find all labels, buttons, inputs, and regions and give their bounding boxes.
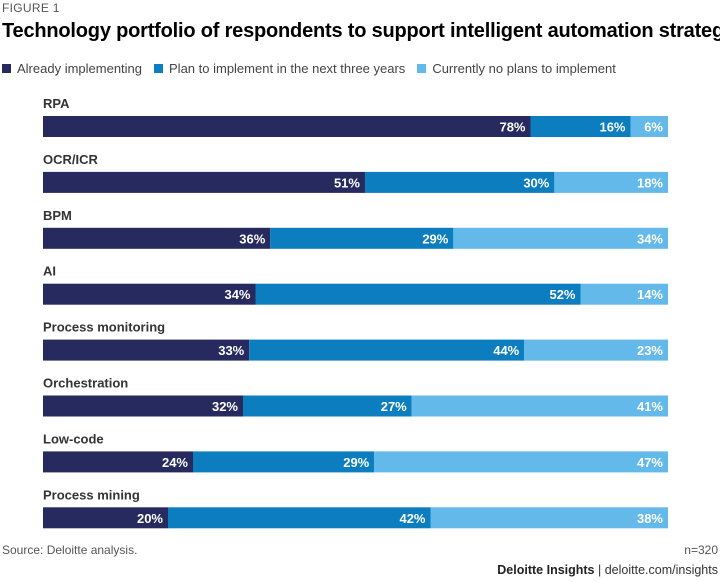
footer: Deloitte Insights | deloitte.com/insight… (497, 563, 718, 577)
bar-rpa-currently-no-plans-to-implement (630, 116, 668, 137)
bar-bpm-currently-no-plans-to-implement (453, 227, 668, 249)
category-label-low-code: Low-code (43, 431, 104, 446)
category-label-process-mining: Process mining (43, 487, 140, 502)
data-label-process-monitoring-already-implementing: 33% (218, 343, 244, 358)
category-label-rpa: RPA (43, 96, 70, 111)
data-label-ai-plan-to-implement-in-the-next-three-years: 52% (549, 287, 575, 302)
data-label-ai-currently-no-plans-to-implement: 14% (637, 287, 663, 302)
category-label-process-monitoring: Process monitoring (43, 320, 165, 335)
legend-label-plan: Plan to implement in the next three year… (169, 61, 406, 76)
bar-bpm-already-implementing (43, 227, 271, 249)
data-label-process-monitoring-plan-to-implement-in-the-next-three-years: 44% (493, 343, 519, 358)
bar-process-mining-plan-to-implement-in-the-next-three-years (168, 507, 431, 529)
data-label-process-mining-already-implementing: 20% (137, 511, 163, 526)
legend-item-no-plans: Currently no plans to implement (417, 61, 616, 76)
bar-ai-already-implementing (43, 283, 256, 305)
bar-process-monitoring-plan-to-implement-in-the-next-three-years (249, 339, 525, 361)
bar-bpm-plan-to-implement-in-the-next-three-years (270, 227, 454, 249)
data-label-orchestration-currently-no-plans-to-implement: 41% (637, 399, 663, 414)
footer-separator: | (598, 563, 602, 577)
data-label-process-monitoring-currently-no-plans-to-implement: 23% (637, 343, 663, 358)
bar-process-mining-currently-no-plans-to-implement (430, 507, 668, 529)
bar-process-monitoring-currently-no-plans-to-implement (524, 339, 668, 361)
data-label-low-code-already-implementing: 24% (162, 455, 188, 470)
bar-ai-currently-no-plans-to-implement (580, 283, 668, 305)
data-label-bpm-currently-no-plans-to-implement: 34% (637, 231, 663, 246)
bar-low-code-plan-to-implement-in-the-next-three-years (193, 451, 375, 473)
data-label-rpa-plan-to-implement-in-the-next-three-years: 16% (599, 120, 625, 135)
legend-item-already: Already implementing (2, 61, 142, 76)
data-label-ai-already-implementing: 34% (224, 287, 250, 302)
legend-swatch-no-plans (417, 64, 427, 73)
data-label-bpm-already-implementing: 36% (239, 231, 265, 246)
figure-label: FIGURE 1 (2, 1, 60, 15)
bar-process-mining-already-implementing (43, 507, 168, 529)
data-label-orchestration-plan-to-implement-in-the-next-three-years: 27% (381, 399, 407, 414)
category-label-bpm: BPM (43, 208, 72, 223)
category-label-orchestration: Orchestration (43, 376, 128, 391)
bar-ocr-icr-currently-no-plans-to-implement (554, 171, 668, 193)
data-label-low-code-plan-to-implement-in-the-next-three-years: 29% (343, 455, 369, 470)
data-label-low-code-currently-no-plans-to-implement: 47% (637, 455, 663, 470)
data-label-ocr-icr-plan-to-implement-in-the-next-three-years: 30% (523, 175, 549, 190)
bar-ai-plan-to-implement-in-the-next-three-years (255, 283, 581, 305)
legend-label-no-plans: Currently no plans to implement (432, 61, 616, 76)
bar-orchestration-currently-no-plans-to-implement (411, 395, 668, 417)
bar-process-monitoring-already-implementing (43, 339, 250, 361)
footer-url: deloitte.com/insights (604, 563, 718, 577)
data-label-rpa-already-implementing: 78% (499, 120, 525, 135)
bar-orchestration-already-implementing (43, 395, 243, 417)
bar-low-code-currently-no-plans-to-implement (374, 451, 668, 473)
footer-brand: Deloitte Insights (497, 563, 595, 577)
bar-ocr-icr-already-implementing (43, 171, 365, 193)
chart-title: Technology portfolio of respondents to s… (2, 20, 720, 42)
bar-rpa-plan-to-implement-in-the-next-three-years (530, 116, 631, 137)
source-note: Source: Deloitte analysis. (2, 543, 138, 557)
bar-low-code-already-implementing (43, 451, 193, 473)
category-label-ai: AI (43, 264, 56, 279)
category-label-ocr-icr: OCR/ICR (43, 152, 99, 167)
data-label-rpa-currently-no-plans-to-implement: 6% (644, 120, 663, 135)
legend-item-plan: Plan to implement in the next three year… (154, 61, 405, 76)
bar-ocr-icr-plan-to-implement-in-the-next-three-years (364, 171, 555, 193)
legend-swatch-already (2, 64, 11, 73)
legend-swatch-plan (154, 64, 164, 73)
legend-label-already: Already implementing (17, 61, 143, 76)
data-label-orchestration-already-implementing: 32% (212, 399, 238, 414)
legend: Already implementing Plan to implement i… (2, 61, 628, 76)
data-label-process-mining-plan-to-implement-in-the-next-three-years: 42% (399, 511, 425, 526)
data-label-bpm-plan-to-implement-in-the-next-three-years: 29% (422, 231, 448, 246)
data-label-process-mining-currently-no-plans-to-implement: 38% (637, 511, 663, 526)
bar-rpa-already-implementing (43, 116, 531, 137)
data-label-ocr-icr-currently-no-plans-to-implement: 18% (637, 175, 663, 190)
sample-size: n=320 (684, 543, 718, 557)
data-label-ocr-icr-already-implementing: 51% (334, 175, 360, 190)
bar-orchestration-plan-to-implement-in-the-next-three-years (243, 395, 412, 417)
